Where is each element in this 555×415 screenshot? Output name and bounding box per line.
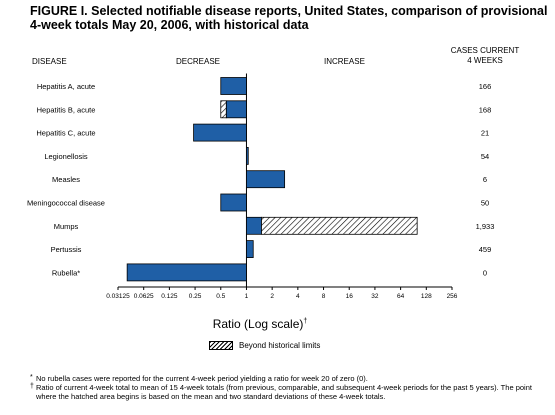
bar-3 <box>246 146 249 165</box>
cases-header-line1: CASES CURRENT <box>450 46 520 55</box>
bar-hatched-1 <box>220 100 227 119</box>
x-axis-label-marker: † <box>303 318 307 325</box>
case-count-7: 459 <box>479 245 492 254</box>
legend-label: Beyond historical limits <box>239 341 321 350</box>
x-tick-label-12: 128 <box>421 293 432 300</box>
category-label-0: Hepatitis A, acute <box>37 82 95 91</box>
bar-8 <box>126 263 247 282</box>
case-count-4: 6 <box>483 175 487 184</box>
footnote-ratio: † Ratio of current 4-week total to mean … <box>30 383 550 401</box>
footnotes: * No rubella cases were reported for the… <box>30 374 550 401</box>
category-label-7: Pertussis <box>51 245 82 254</box>
case-count-8: 0 <box>483 268 487 277</box>
case-count-1: 168 <box>479 105 492 114</box>
category-label-6: Mumps <box>54 222 79 231</box>
case-counts: 166 168 21 54 6 50 1,933 459 0 <box>476 82 495 277</box>
disease-column-header: DISEASE <box>32 57 67 66</box>
cases-header-line2: 4 WEEKS <box>467 56 503 65</box>
footnote-text: Ratio of current 4-week total to mean of… <box>36 383 532 401</box>
category-labels: Hepatitis A, acute Hepatitis B, acute Hepa… <box>27 82 105 277</box>
legend: Beyond historical limits <box>209 341 320 351</box>
footnote-mark: * <box>30 374 33 381</box>
x-tick-label-7: 4 <box>296 293 300 300</box>
footnote-text: No rubella cases were reported for the c… <box>36 374 368 383</box>
footnote-mark: † <box>30 383 34 390</box>
bar-6 <box>246 216 262 235</box>
x-tick-label-1: 0.0625 <box>134 293 154 300</box>
x-tick-label-11: 64 <box>397 293 405 300</box>
x-tick-label-2: 0.125 <box>161 293 178 300</box>
x-tick-label-13: 256 <box>447 293 458 300</box>
category-label-4: Measles <box>52 175 80 184</box>
decrease-header: DECREASE <box>176 57 221 66</box>
x-tick-label-5: 1 <box>245 293 249 300</box>
case-count-0: 166 <box>479 82 492 91</box>
category-label-2: Hepatitis C, acute <box>36 129 95 138</box>
case-count-6: 1,933 <box>476 222 495 231</box>
bar-0 <box>220 77 247 95</box>
category-label-8: Rubella* <box>52 268 80 277</box>
footnote-rubella: * No rubella cases were reported for the… <box>30 374 550 383</box>
category-label-1: Hepatitis B, acute <box>37 105 96 114</box>
cases-column-header: CASES CURRENT 4 WEEKS <box>440 46 530 66</box>
x-tick-label-0: 0.03125 <box>106 293 130 300</box>
bar-7 <box>246 240 254 259</box>
x-tick-label-6: 2 <box>270 293 274 300</box>
bar-1 <box>225 100 247 119</box>
category-label-5: Meningococcal disease <box>27 199 105 208</box>
category-label-3: Legionellosis <box>44 152 88 161</box>
bar-4 <box>246 170 286 189</box>
bar-2 <box>193 123 247 142</box>
x-tick-label-4: 0.5 <box>216 293 225 300</box>
increase-header: INCREASE <box>324 57 365 66</box>
x-axis-label: Ratio (Log scale)† <box>213 317 308 331</box>
x-tick-label-10: 32 <box>371 293 379 300</box>
figure-title: FIGURE I. Selected notifiable disease re… <box>30 4 548 32</box>
x-tick-label-9: 16 <box>346 293 354 300</box>
x-tick-label-8: 8 <box>322 293 326 300</box>
case-count-3: 54 <box>481 152 489 161</box>
hatched-swatch <box>209 341 233 351</box>
x-tick-label-3: 0.25 <box>189 293 202 300</box>
bars <box>126 77 418 282</box>
bar-5 <box>220 193 247 212</box>
case-count-5: 50 <box>481 199 489 208</box>
case-count-2: 21 <box>481 129 489 138</box>
bar-hatched-6 <box>261 216 418 235</box>
